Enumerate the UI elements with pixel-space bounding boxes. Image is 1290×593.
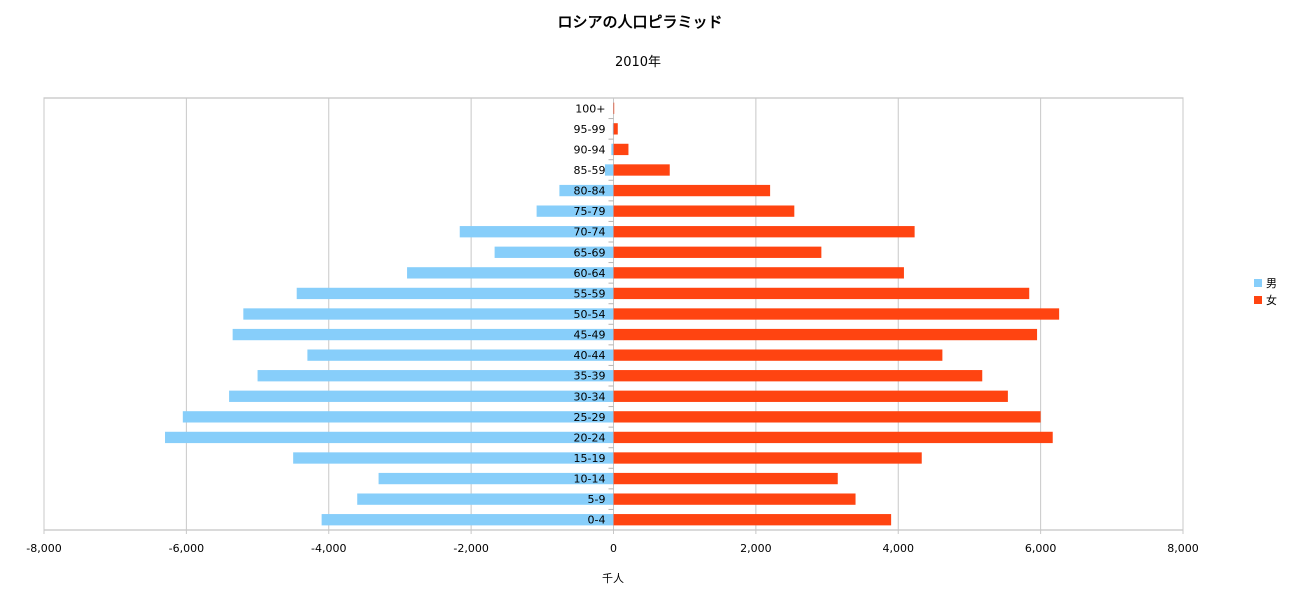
- bar-female: [613, 226, 915, 238]
- age-group-label: 85-59: [574, 164, 606, 177]
- age-group-label: 55-59: [574, 287, 606, 300]
- bar-female: [613, 123, 618, 135]
- x-tick-label: 6,000: [1025, 542, 1057, 555]
- age-group-label: 50-54: [574, 308, 606, 321]
- x-tick-label: 2,000: [740, 542, 772, 555]
- bar-male: [307, 349, 614, 361]
- bar-female: [613, 411, 1041, 423]
- x-tick-label: -8,000: [26, 542, 61, 555]
- bar-female: [613, 390, 1008, 402]
- bar-male: [612, 123, 614, 135]
- bar-male: [459, 226, 614, 238]
- bar-female: [613, 143, 629, 156]
- bar-female: [613, 287, 1030, 300]
- labels-layer: 0-4 5-9 10-14 15-19 20-24 25-29 30-34 35-39 40-4…: [574, 102, 606, 526]
- legend-label: 女: [1266, 293, 1277, 307]
- age-group-label: 5-9: [588, 493, 606, 506]
- bar-female: [613, 370, 983, 382]
- bar-female: [613, 246, 822, 258]
- age-group-label: 45-49: [574, 329, 606, 342]
- age-group-label: 100+: [575, 102, 605, 115]
- bar-male: [296, 287, 614, 300]
- bar-female: [613, 493, 856, 505]
- legend-label: 男: [1266, 277, 1277, 290]
- x-tick-label: 4,000: [883, 542, 915, 555]
- x-tick-label: 8,000: [1167, 542, 1199, 555]
- bar-female: [613, 328, 1038, 341]
- legend-swatch: [1254, 279, 1262, 287]
- bar-male: [611, 143, 614, 156]
- bar-female: [613, 514, 892, 526]
- bar-male: [229, 390, 614, 402]
- bar-female: [613, 472, 838, 485]
- x-tick-label: -2,000: [453, 542, 488, 555]
- bar-female: [613, 164, 670, 176]
- x-tick-label: -4,000: [311, 542, 346, 555]
- ticks-layer: -8,000 -6,000 -4,000 -2,000 0 2,000 4,000 6,000…: [26, 118, 1199, 555]
- bar-female: [613, 184, 771, 197]
- bar-male: [243, 308, 614, 320]
- age-group-label: 90-94: [574, 143, 606, 156]
- age-group-label: 70-74: [574, 226, 606, 239]
- age-group-label: 10-14: [574, 473, 606, 486]
- bar-female: [613, 349, 943, 361]
- bar-male: [165, 431, 614, 444]
- bar-female: [613, 308, 1060, 320]
- bar-male: [378, 472, 614, 485]
- bar-male: [604, 164, 614, 176]
- chart-subtitle: 2010年: [615, 55, 661, 70]
- bars-layer: [165, 102, 1060, 526]
- age-group-label: 35-39: [574, 370, 606, 383]
- bar-female: [613, 102, 615, 114]
- age-group-label: 65-69: [574, 246, 606, 259]
- age-group-label: 15-19: [574, 452, 606, 465]
- age-group-label: 40-44: [574, 349, 606, 362]
- bar-male: [559, 184, 614, 197]
- age-group-label: 0-4: [588, 514, 606, 527]
- age-group-label: 60-64: [574, 267, 606, 280]
- bar-male: [357, 493, 614, 505]
- bar-female: [613, 267, 904, 279]
- age-group-label: 25-29: [574, 411, 606, 424]
- chart-title: ロシアの人口ピラミッド: [557, 13, 722, 31]
- bar-male: [494, 246, 614, 258]
- legend: 男女: [1254, 277, 1277, 307]
- age-group-label: 95-99: [574, 123, 606, 136]
- bar-male: [232, 328, 614, 341]
- bar-male: [536, 205, 614, 217]
- legend-swatch: [1254, 296, 1262, 304]
- bar-male: [321, 514, 614, 526]
- bar-female: [613, 452, 922, 464]
- age-group-label: 80-84: [574, 185, 606, 198]
- bar-male: [182, 411, 614, 423]
- x-axis-label: 千人: [602, 572, 624, 585]
- age-group-label: 75-79: [574, 205, 606, 218]
- bar-male: [293, 452, 614, 464]
- age-group-label: 20-24: [574, 431, 606, 444]
- x-tick-label: -6,000: [169, 542, 204, 555]
- x-tick-label: 0: [610, 542, 617, 555]
- bar-male: [257, 370, 614, 382]
- age-group-label: 30-34: [574, 390, 606, 403]
- bar-female: [613, 205, 795, 217]
- bar-female: [613, 431, 1053, 444]
- bar-male: [407, 267, 614, 279]
